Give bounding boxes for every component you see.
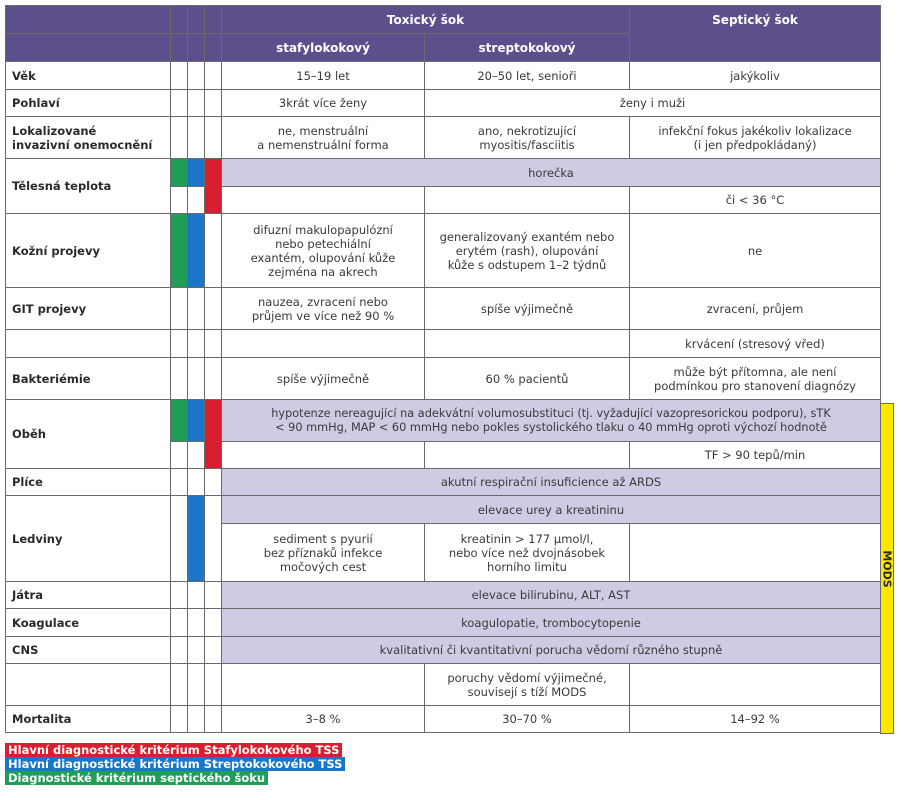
marker-blue <box>187 495 205 582</box>
sex-other: ženy i muži <box>424 89 881 117</box>
temperature-all: horečka <box>221 158 881 187</box>
circulation-all: hypotenze nereagující na adekvátní volum… <box>221 399 881 442</box>
row-label-temperature: Tělesná teplota <box>5 158 171 214</box>
skin-strep: generalizovaný exantém nebo erytém (rash)… <box>424 213 630 288</box>
header-staphylococcal: stafylokokový <box>221 33 425 62</box>
row-label-cns: CNS <box>5 636 171 664</box>
git-strep: spíše výjimečně <box>424 287 630 330</box>
age-strep: 20–50 let, senioři <box>424 61 630 90</box>
kidneys-strep: kreatinin > 177 µmol/l, nebo více než dvo… <box>424 523 630 582</box>
subheader-blank <box>5 33 171 62</box>
marker-green <box>170 213 188 288</box>
header-marker-green <box>170 5 188 34</box>
marker-blue <box>187 158 205 187</box>
row-label-bacteremia: Bakteriémie <box>5 357 171 400</box>
mortality-strep: 30–70 % <box>424 705 630 733</box>
circulation-septic: TF > 90 tepů/min <box>629 441 881 469</box>
row-label-mortality: Mortalita <box>5 705 171 733</box>
header-marker-red <box>204 5 222 34</box>
header-toxic-shock: Toxický šok <box>221 5 630 34</box>
liver-all: elevace bilirubinu, ALT, AST <box>221 581 881 609</box>
temperature-septic: či < 36 °C <box>629 186 881 214</box>
header-blank <box>5 5 171 34</box>
row-label-skin: Kožní projevy <box>5 213 171 288</box>
localized-septic: infekční fokus jakékoliv lokalizace (i je… <box>629 116 881 159</box>
bacteremia-strep: 60 % pacientů <box>424 357 630 400</box>
header-septic-shock: Septický šok <box>629 5 881 62</box>
git-staph: nauzea, zvracení nebo průjem ve více než … <box>221 287 425 330</box>
subheader-marker-red <box>204 33 222 62</box>
marker-green <box>170 158 188 187</box>
mortality-staph: 3–8 % <box>221 705 425 733</box>
row-label-localized-disease: Lokalizované invazivní onemocnění <box>5 116 171 159</box>
bacteremia-septic: může být přítomna, ale není podmínkou pro… <box>629 357 881 400</box>
row-label-lungs: Plíce <box>5 468 171 496</box>
marker-green <box>170 399 188 442</box>
mods-bracket: MODS <box>880 403 894 734</box>
localized-staph: ne, menstruální a nemenstruální forma <box>221 116 425 159</box>
localized-strep: ano, nekrotizující myositis/fasciitis <box>424 116 630 159</box>
marker-red <box>204 399 222 469</box>
row-label-sex: Pohlaví <box>5 89 171 117</box>
git-septic: zvracení, průjem <box>629 287 881 330</box>
skin-staph: difuzní makulopapulózní nebo petechiální e… <box>221 213 425 288</box>
subheader-marker-blue <box>187 33 205 62</box>
marker-blue <box>187 399 205 442</box>
legend-blue: Hlavní diagnostické kritérium Streptokok… <box>5 757 346 771</box>
marker-blue <box>187 213 205 288</box>
criteria-table: Toxický šok Septický šok stafylokokový s… <box>5 5 881 733</box>
bacteremia-staph: spíše výjimečně <box>221 357 425 400</box>
row-label-git: GIT projevy <box>5 287 171 330</box>
kidneys-all: elevace urey a kreatininu <box>221 495 881 524</box>
header-streptococcal: streptokokový <box>424 33 630 62</box>
skin-septic: ne <box>629 213 881 288</box>
row-label-liver: Játra <box>5 581 171 609</box>
mortality-septic: 14–92 % <box>629 705 881 733</box>
row-label-age: Věk <box>5 61 171 90</box>
age-septic: jakýkoliv <box>629 61 881 90</box>
sex-staph: 3krát více ženy <box>221 89 425 117</box>
cns-strep: poruchy vědomí výjimečné, souvisejí s tíž… <box>424 663 630 706</box>
legend: Hlavní diagnostické kritérium Stafylokok… <box>5 743 346 785</box>
subheader-marker-green <box>170 33 188 62</box>
lungs-all: akutní respirační insuficience až ARDS <box>221 468 881 496</box>
legend-red: Hlavní diagnostické kritérium Stafylokok… <box>5 743 343 757</box>
kidneys-staph: sediment s pyurií bez příznaků infekce moč… <box>221 523 425 582</box>
row-label-coagulation: Koagulace <box>5 608 171 637</box>
header-marker-blue <box>187 5 205 34</box>
row-label-circulation: Oběh <box>5 399 171 469</box>
coagulation-all: koagulopatie, trombocytopenie <box>221 608 881 637</box>
marker-red <box>204 158 222 214</box>
legend-green: Diagnostické kritérium septického šoku <box>5 771 269 785</box>
cns-all: kvalitativní či kvantitativní porucha vě… <box>221 636 881 664</box>
mods-label: MODS <box>880 549 894 588</box>
age-staph: 15–19 let <box>221 61 425 90</box>
row-label-kidneys: Ledviny <box>5 495 171 582</box>
git-septic-bleeding: krvácení (stresový vřed) <box>629 329 881 358</box>
